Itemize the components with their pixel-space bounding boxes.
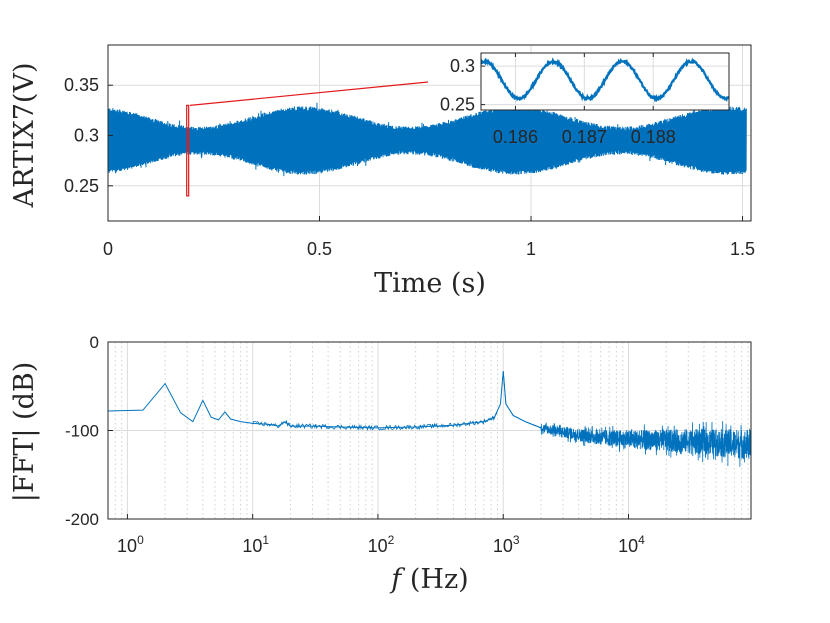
inset-frame [480,52,730,111]
inset-grid [481,53,729,110]
time-y-ticks: 0.25 0.3 0.35 [64,75,113,196]
inset-x-tick-label: 0.188 [631,127,676,147]
inset-x-tick-label: 0.186 [493,127,538,147]
fft-y-tick-label: -100 [65,422,99,441]
fft-x-ticks: 100 101 102 103 104 [117,514,645,556]
fft-x-label: f (Hz) [389,564,468,595]
time-y-tick-label: 0.35 [64,75,99,95]
fft-x-tick-label: 101 [242,533,269,556]
fft-y-tick-label: -200 [65,510,99,529]
zoom-connector-line [189,81,429,106]
time-y-tick-label: 0.3 [74,126,99,146]
fft-plot: 100 101 102 103 104 0 -100 -200 f (Hz) |FFT| (… [9,333,752,595]
inset-y-tick-label: 0.25 [440,95,475,115]
inset-y-ticks: 0.25 0.3 [440,56,485,115]
fft-x-tick-label: 100 [117,533,144,556]
time-x-tick-label: 1.5 [730,239,755,259]
fft-y-label: |FFT| (dB) [9,362,40,502]
time-signal-series [107,102,747,177]
time-plot: 0 0.5 1 1.5 0.250.30.35 Time (s) ARTIX7(V) … [9,44,755,299]
zoom-region-marker [186,81,429,197]
time-y-label: ARTIX7(V) [9,63,40,209]
zoom-inset: 0.186 0.187 0.188 0.25 0.3 [440,52,730,147]
time-x-tick-label: 0 [103,239,113,259]
time-x-label: Time (s) [374,268,486,299]
fft-x-tick-label: 102 [368,533,395,556]
time-x-tick-label: 1 [526,239,536,259]
inset-signal-series [480,57,730,103]
zoom-rectangle [186,104,190,197]
fft-x-tick-label: 103 [493,533,520,556]
time-x-tick-label: 0.5 [307,239,332,259]
inset-y-tick-label: 0.3 [450,56,475,76]
time-y-tick-label: 0.25 [64,176,99,196]
fft-y-ticks: 0 -100 -200 [65,333,113,529]
time-plot-frame [107,44,752,222]
time-x-ticks: 0 0.5 1 1.5 [103,216,755,259]
fft-y-tick-label: 0 [90,333,99,352]
inset-x-tick-label: 0.187 [562,127,607,147]
inset-x-ticks: 0.186 0.187 0.188 [493,53,676,147]
fft-x-tick-label: 104 [618,533,645,556]
fft-spectrum-series [107,371,542,429]
